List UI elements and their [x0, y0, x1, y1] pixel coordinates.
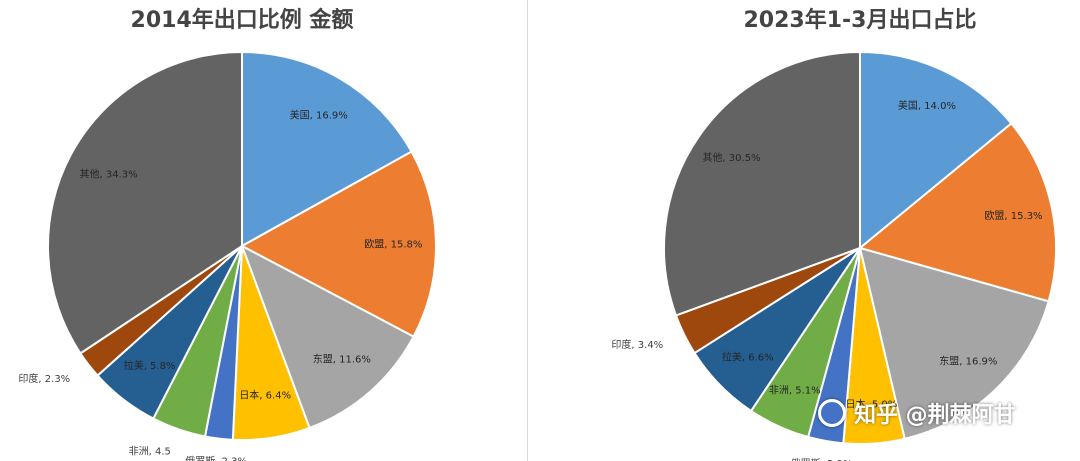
pie-2014-label-8: 其他, 34.3% [80, 168, 138, 181]
pie-2023-slice-0 [859, 50, 1013, 251]
pie-2014-label-0: 美国, 16.9% [290, 109, 348, 122]
watermark: 知乎 @荆棘阿甘 [818, 396, 1016, 430]
pie-2014-slice-1 [239, 150, 437, 338]
pie-2014-slice-0 [241, 50, 413, 248]
chart-divider [527, 0, 528, 461]
pie-2014-label-1: 欧盟, 15.8% [364, 238, 422, 250]
pie-2014-label-6: 拉美, 5.8% [124, 359, 176, 372]
pie-2023-label-2: 东盟, 16.9% [939, 354, 997, 367]
pie-2023-label-0: 美国, 14.0% [898, 99, 956, 112]
pie-2023-label-5: 非洲, 5.1% [769, 385, 821, 397]
pie-2023-slice-1 [857, 122, 1057, 303]
pie-2014-label-4: 俄罗斯, 2.3% [185, 455, 247, 461]
pie-2023-label-4: 俄罗斯, 2.9% [791, 457, 853, 461]
pie-2023-label-7: 印度, 3.4% [611, 338, 663, 351]
pie-2014-slice-8 [47, 50, 243, 355]
pie-2023: 美国, 14.0% 欧盟, 15.3% 东盟, 16.9% 日本, 5.0% 俄罗斯, … [611, 50, 1057, 461]
pie-2023-label-1: 欧盟, 15.3% [984, 210, 1042, 222]
pie-2014-label-3: 日本, 6.4% [239, 389, 291, 402]
pie-2014-label-5: 非洲, 4.5 [129, 445, 171, 457]
pie-2014-slice-2 [240, 243, 415, 430]
pie-2014: 美国, 16.9% 欧盟, 15.8% 东盟, 11.6% 日本, 6.4% 俄罗斯, … [18, 50, 437, 461]
pie-2023-label-8: 其他, 30.5% [702, 151, 760, 164]
pie-2014-label-7: 印度, 2.3% [18, 372, 70, 385]
pie-2014-label-2: 东盟, 11.6% [313, 353, 371, 366]
pie-2023-label-3: 日本, 5.0% [846, 397, 898, 410]
zhihu-logo-icon [818, 399, 846, 427]
watermark-text: 知乎 @荆棘阿甘 [854, 403, 1016, 428]
chart-title-2023: 2023年1-3月出口占比 [743, 8, 977, 33]
chart-title-2014: 2014年出口比例 金额 [130, 8, 354, 33]
pie-2023-slice-2 [858, 246, 1050, 441]
pie-2023-slice-8 [662, 50, 861, 317]
pie-2023-label-6: 拉美, 6.6% [722, 351, 774, 364]
